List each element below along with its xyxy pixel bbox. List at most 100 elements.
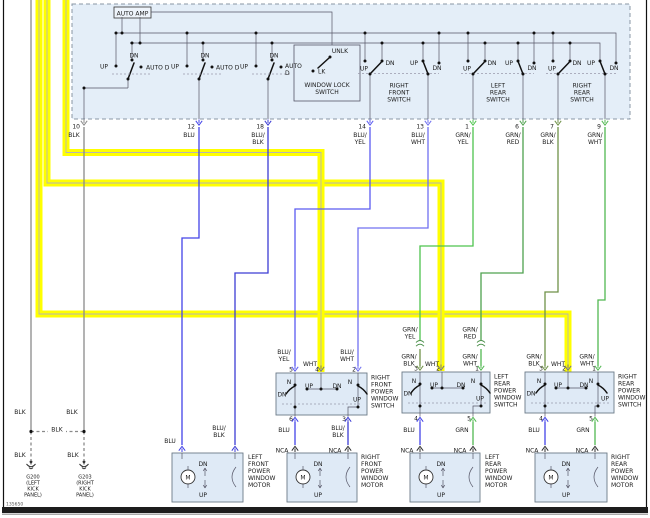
g203-2: (RIGHT	[76, 481, 95, 487]
lr-nca-1: NCA	[401, 448, 415, 455]
rf-motor-up: UP	[314, 492, 322, 499]
lock-lk-label: LK	[318, 69, 326, 76]
ground-section: BLK BLK BLK BLK BLK G200 (LEFT KICK PANE…	[14, 409, 94, 499]
lf-motor-name-3: POWER	[248, 468, 270, 475]
blk-mid: BLK	[51, 427, 63, 434]
g203-1: G203	[78, 475, 91, 481]
pin14-color-1: BLU/	[353, 132, 368, 139]
blu-wire-pin12	[181, 127, 200, 445]
blk-lower-right: BLK	[67, 452, 79, 459]
inline-connector-grn-red-icon	[476, 340, 486, 347]
rr-power-window-motor: M DN UP RIGHT REAR POWER WINDOW MOTOR	[534, 445, 639, 503]
rf-motor-dn: DN	[313, 461, 322, 468]
rr-nca-2: NCA	[576, 448, 590, 455]
ground-junction-right	[82, 429, 86, 434]
rr-switch-name-2: REAR	[574, 90, 590, 97]
ground-symbol-g200-icon	[26, 459, 36, 470]
mid-wire-labels: GRN/ YEL GRN/ RED BLU/ YEL WHT BLU/ WHT …	[277, 327, 595, 369]
rf-motor-name-2: FRONT	[361, 461, 382, 468]
rr-nca-1: NCA	[526, 448, 540, 455]
auto-amp-box	[113, 6, 152, 19]
rf-dn-right: DN	[432, 65, 441, 72]
wht-run-left-rear-core	[46, 0, 442, 371]
lr-motor-name-5: MOTOR	[485, 482, 507, 489]
lf-motor-wiring	[181, 453, 237, 488]
rr-switch-levers	[535, 384, 608, 394]
rr-pin4: 4	[539, 416, 543, 423]
connector-pin12-icon	[195, 119, 203, 126]
connector-pin18-icon	[264, 119, 272, 126]
rf-nca-2: NCA	[329, 448, 343, 455]
connector-pin13-icon	[424, 119, 432, 126]
rr-pin1: 1	[592, 366, 596, 373]
rr-name-3: POWER	[618, 388, 640, 395]
rr-switch-dots	[543, 382, 600, 408]
master2-up: UP	[171, 64, 179, 71]
lr-blu-label: BLU	[403, 427, 415, 434]
auto-amp-label: AUTO AMP	[117, 11, 149, 18]
blk-ground-dashed	[30, 430, 85, 460]
lr-motor-arrows	[440, 467, 446, 489]
rf-blublk-1: BLU/	[331, 425, 346, 432]
lf-motor-conn-2-icon	[231, 445, 239, 453]
lf-motor-dn: DN	[198, 461, 207, 468]
lr-grnyel-1: GRN/	[402, 327, 418, 334]
lr-dn-mid: DN	[456, 382, 465, 389]
rf-nca-1: NCA	[276, 448, 290, 455]
rf-wht: WHT	[303, 361, 317, 368]
rr-motor-name-4: WINDOW	[611, 475, 639, 482]
rf-power-window-motor: M DN UP RIGHT FRONT POWER WINDOW MOTOR	[286, 445, 389, 503]
lr-motor-m: M	[423, 475, 428, 482]
blk-upper-right: BLK	[66, 409, 78, 416]
lr-up-mid: UP	[430, 382, 438, 389]
blk-upper-left: BLK	[14, 409, 26, 416]
g200-2: (LEFT	[26, 481, 41, 487]
g200-1: G200	[26, 475, 39, 481]
lr-grnwht-1: GRN/	[462, 354, 478, 361]
lr-switch-levers	[410, 384, 491, 394]
blu-yel-wire-pin14	[294, 127, 371, 366]
connector-pin6-icon	[519, 119, 527, 126]
rf-n-left: N	[287, 379, 292, 386]
rf-motor-wiring	[294, 453, 351, 488]
lr-pin5: 5	[467, 416, 471, 423]
ground-symbol-g203-icon	[79, 459, 89, 470]
rr-grnblk-1: GRN/	[526, 354, 542, 361]
lr-pin1: 1	[475, 366, 479, 373]
pin9-color-1: GRN/	[587, 132, 603, 139]
connector-row: 10 BLK 12 BLU 18 BLU/ BLK 14 BLU/ YEL 13…	[68, 119, 609, 146]
rr-up-edge: UP	[601, 396, 609, 403]
master3-dn: DN	[269, 53, 278, 60]
pin12-num: 12	[187, 124, 195, 131]
lr-motor-dn: DN	[436, 461, 445, 468]
lr-dn-right: DN	[527, 65, 536, 72]
lf-blu-label: BLU	[164, 438, 176, 445]
rf-name-4: WINDOW	[371, 396, 399, 403]
rf-pin6: 6	[289, 416, 293, 423]
pin14-num: 14	[358, 124, 366, 131]
rf-up-edge: UP	[353, 397, 361, 404]
highlighted-wht-wires	[35, 0, 572, 372]
pin13-color-2: WHT	[411, 139, 425, 146]
rf-motor-conn-2-icon	[344, 445, 352, 453]
rf-n-right: N	[348, 379, 353, 386]
g200-4: PANEL)	[24, 493, 42, 499]
rf-bluwht-2: WHT	[340, 356, 354, 363]
lr-power-window-switch: N UP DN N DN UP 3 2 1 4 5 LEFT REAR POWE…	[401, 366, 522, 423]
pin9-color-2: WHT	[588, 139, 602, 146]
rr-up-mid: UP	[554, 382, 562, 389]
rf-motor-name-5: MOTOR	[361, 482, 383, 489]
rf-dn-left: DN	[385, 60, 394, 67]
rr-n-left: N	[537, 378, 542, 385]
rf-name-2: FRONT	[371, 382, 392, 389]
lr-grnblk-2: BLK	[403, 361, 415, 368]
lf-motor-conn-1-icon	[178, 445, 186, 453]
lf-motor-up: UP	[199, 492, 207, 499]
pin10-color: BLK	[68, 132, 80, 139]
lr-name-4: WINDOW	[494, 395, 522, 402]
circuit-wires	[29, 0, 606, 460]
connector-pin7-icon	[554, 119, 562, 126]
rf-switch-levers	[285, 385, 368, 395]
lr-nca-2: NCA	[454, 448, 468, 455]
